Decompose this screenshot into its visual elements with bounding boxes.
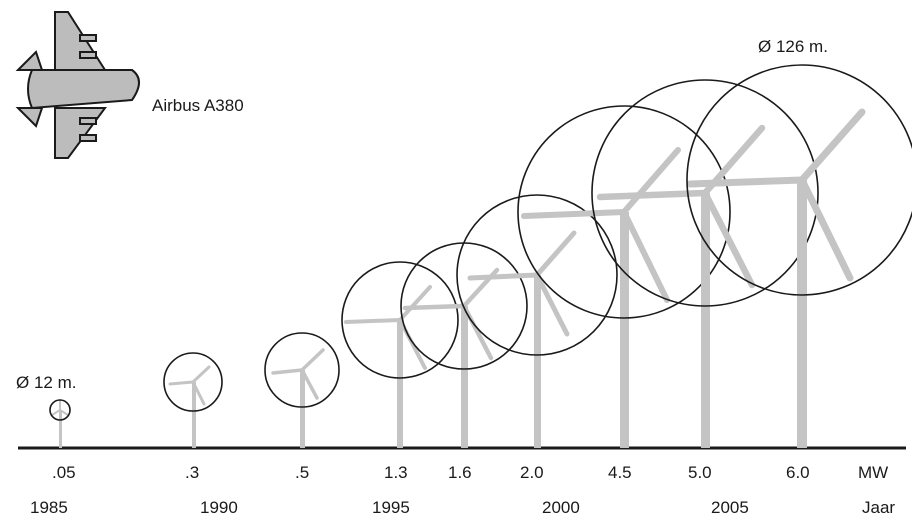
year-label: 1995 <box>372 498 410 517</box>
mw-labels: .05 .3 .5 1.3 1.6 2.0 4.5 5.0 6.0 MW <box>52 463 888 482</box>
year-label: 1990 <box>200 498 238 517</box>
turbine-group <box>49 64 912 448</box>
turbine-0.05 <box>49 399 71 448</box>
mw-label: 4.5 <box>608 463 632 482</box>
mw-label: .5 <box>295 463 309 482</box>
turbine-6.0 <box>686 64 912 448</box>
airplane-icon <box>15 11 140 159</box>
year-unit-label: Jaar <box>862 498 895 517</box>
mw-label: .3 <box>185 463 199 482</box>
turbine-2.0 <box>456 194 618 448</box>
mw-label: .05 <box>52 463 76 482</box>
turbine-0.5 <box>264 332 340 448</box>
mw-label: 2.0 <box>520 463 544 482</box>
turbine-4.5 <box>517 105 731 448</box>
year-label: 1985 <box>30 498 68 517</box>
smallest-diameter-label: Ø 12 m. <box>16 373 76 392</box>
turbine-0.3 <box>163 352 223 448</box>
airplane-label: Airbus A380 <box>152 96 244 115</box>
year-labels: 1985 1990 1995 2000 2005 Jaar <box>30 498 895 517</box>
mw-label: 1.3 <box>384 463 408 482</box>
largest-diameter-label: Ø 126 m. <box>758 37 828 56</box>
turbine-1.3 <box>341 261 459 448</box>
turbine-1.6 <box>400 242 528 448</box>
mw-label: 6.0 <box>786 463 810 482</box>
mw-label: 5.0 <box>688 463 712 482</box>
year-label: 2000 <box>542 498 580 517</box>
mw-label: 1.6 <box>448 463 472 482</box>
mw-unit-label: MW <box>858 463 888 482</box>
year-label: 2005 <box>711 498 749 517</box>
